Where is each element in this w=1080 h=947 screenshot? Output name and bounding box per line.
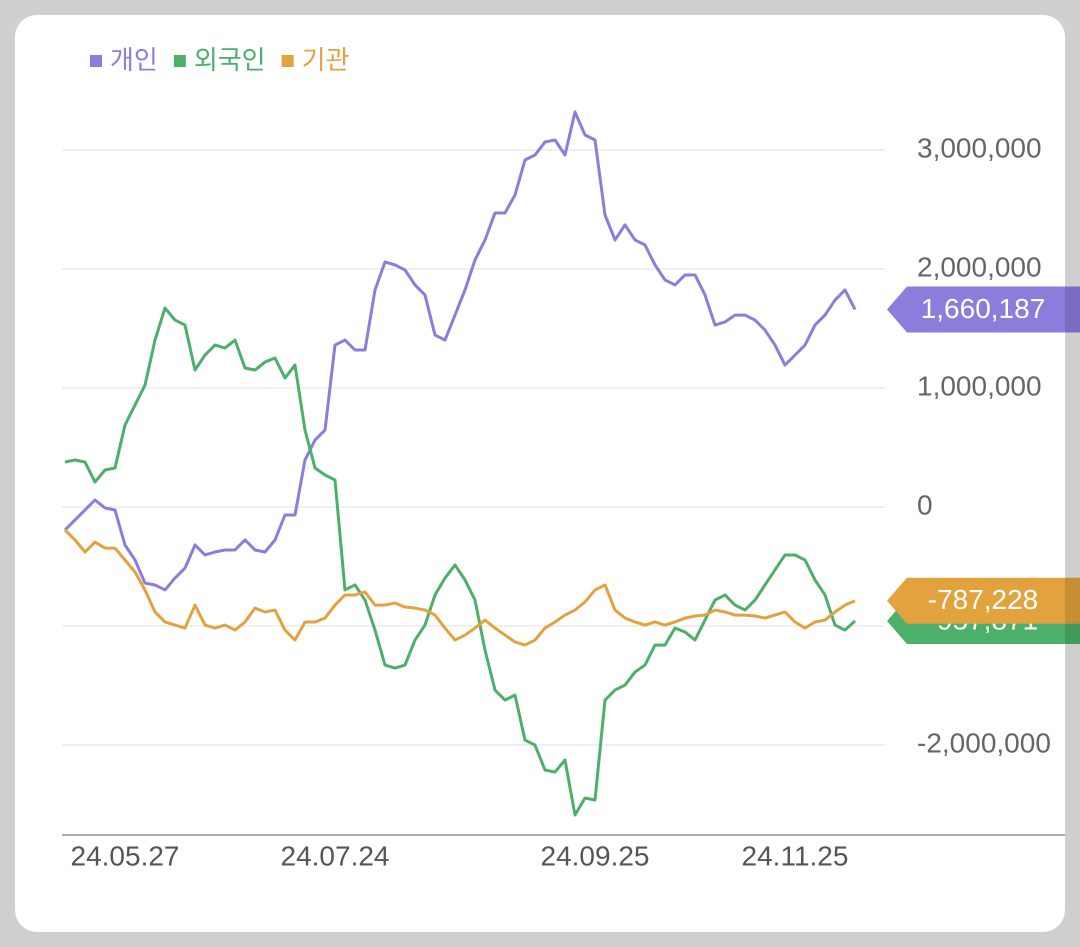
y-tick-label: 3,000,000 <box>917 132 1042 163</box>
legend-swatch <box>90 55 102 67</box>
series-line <box>63 528 856 647</box>
value-tag-bg <box>887 286 1080 333</box>
legend: 개인 외국인 기관 <box>90 45 349 75</box>
x-tick-label: 24.07.24 <box>281 840 390 871</box>
y-tick-label: 0 <box>917 489 933 520</box>
value-tag-edge <box>1065 286 1080 333</box>
value-tag-label: -787,228 <box>928 584 1039 615</box>
y-tick-label: 2,000,000 <box>917 251 1042 282</box>
x-tick-label: 24.09.25 <box>541 840 650 871</box>
legend-label: 외국인 <box>194 45 266 75</box>
series-line <box>63 110 857 592</box>
legend-swatch <box>173 55 186 67</box>
card <box>15 15 1065 932</box>
legend-swatch <box>281 55 294 67</box>
y-tick-label: 1,000,000 <box>917 370 1042 401</box>
x-tick-label: 24.11.25 <box>742 840 849 871</box>
value-tag-label: 1,660,187 <box>921 293 1046 324</box>
value-tag: -787,228 <box>887 577 1080 624</box>
x-tick-label: 24.05.27 <box>71 840 180 871</box>
value-tag-edge <box>1065 577 1080 624</box>
value-tag-bg <box>887 577 1080 624</box>
legend-label: 개인 <box>110 45 158 75</box>
value-tag: 1,660,187 <box>887 286 1080 333</box>
series-line <box>64 306 857 817</box>
y-tick-label: -2,000,000 <box>917 727 1051 758</box>
legend-label: 기관 <box>302 45 350 75</box>
